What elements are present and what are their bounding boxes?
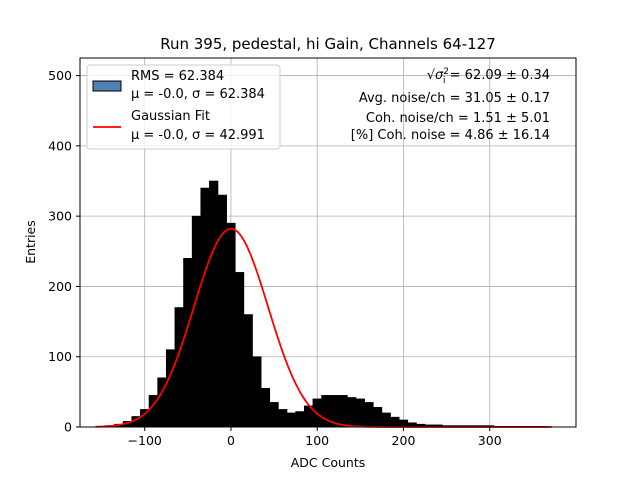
histogram-bar [243,314,253,428]
histogram-bar [347,397,357,428]
legend-histogram-swatch [92,80,122,92]
x-tick-label: −100 [128,433,162,448]
histogram-bar [390,416,400,428]
histogram-bar [183,258,193,428]
histogram-bar [200,187,210,428]
histogram-bar [364,402,374,428]
plot-frame [79,57,577,428]
noise-annotations: √σ2 i = 62.09 ± 0.34 Avg. noise/ch = 31.0… [351,67,550,143]
annotation-coh-noise: Coh. noise/ch = 1.51 ± 5.01 [366,111,550,126]
x-tick-label: 0 [227,433,235,448]
histogram-bar [260,388,271,428]
y-tick-label: 300 [48,209,72,224]
histogram-bar [278,409,288,428]
y-axis-ticks: 0 100 200 300 400 500 [48,68,80,435]
y-axis-label: Entries [23,220,38,264]
chart-title: Run 395, pedestal, hi Gain, Channels 64-… [160,35,496,53]
histogram-bar [355,398,365,428]
y-tick-label: 200 [48,279,72,294]
histogram-bar [226,222,236,428]
annotation-sigma-total: √σ2 i = 62.09 ± 0.34 [427,67,550,86]
annotation-coh-noise-percent: [%] Coh. noise = 4.86 ± 16.14 [351,128,550,143]
x-tick-label: 300 [478,433,502,448]
y-tick-label: 500 [48,68,72,83]
y-tick-label: 400 [48,138,72,153]
histogram-bar [217,194,227,428]
legend: RMS = 62.384 μ = -0.0, σ = 62.384 Gaussi… [86,64,281,150]
y-tick-label: 0 [64,420,72,435]
histogram-bar [209,180,219,428]
histogram-bar [252,356,262,428]
legend-histogram-label: RMS = 62.384 [131,69,224,84]
x-axis-label: ADC Counts [291,455,366,470]
histogram-bar [372,407,383,428]
histogram-bar [191,215,202,428]
y-tick-label: 100 [48,349,72,364]
histogram-bar [174,307,184,428]
histogram-bar [321,395,331,428]
legend-box [86,64,281,150]
histogram-bar [234,272,245,428]
legend-histogram-stats: μ = -0.0, σ = 62.384 [131,87,265,102]
legend-fit-label: Gaussian Fit [131,109,210,124]
annotation-avg-noise: Avg. noise/ch = 31.05 ± 0.17 [359,91,550,106]
histogram-bar [286,412,296,428]
histogram-bar [398,419,409,428]
histogram-bar [269,402,279,428]
x-tick-label: 100 [305,433,329,448]
histogram-bar [165,349,176,428]
x-tick-label: 200 [392,433,416,448]
histogram-bar [295,411,305,428]
x-axis-ticks: −100 0 100 200 300 [128,427,502,448]
histogram-bar [381,412,391,428]
legend-fit-stats: μ = -0.0, σ = 42.991 [131,128,265,143]
histogram-bar [338,395,348,428]
